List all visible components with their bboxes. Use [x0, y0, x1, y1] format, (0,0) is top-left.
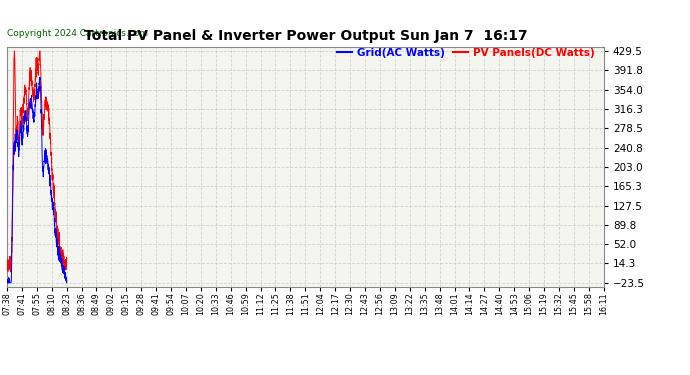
Legend: Grid(AC Watts), PV Panels(DC Watts): Grid(AC Watts), PV Panels(DC Watts) — [333, 44, 598, 62]
Title: Total PV Panel & Inverter Power Output Sun Jan 7  16:17: Total PV Panel & Inverter Power Output S… — [83, 29, 527, 43]
Text: Copyright 2024 Cartronics.com: Copyright 2024 Cartronics.com — [7, 30, 148, 39]
